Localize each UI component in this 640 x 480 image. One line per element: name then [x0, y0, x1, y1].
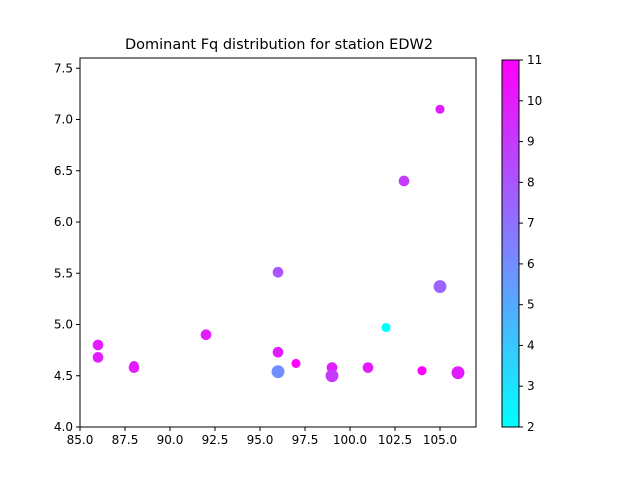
x-tick-label: 102.5 — [378, 433, 412, 447]
colorbar: 2 3 4 5 6 7 8 9 10 11 — [501, 53, 542, 434]
scatter-point — [433, 280, 447, 294]
y-tick-label: 6.5 — [54, 164, 73, 178]
scatter-point — [451, 366, 465, 380]
scatter-point — [291, 358, 301, 369]
colorbar-tick-label: 8 — [527, 175, 535, 189]
scatter-point — [92, 339, 104, 351]
scatter-point — [435, 104, 445, 114]
colorbar-gradient — [501, 59, 520, 428]
scatter-point — [200, 329, 212, 341]
y-tick-label: 6.0 — [54, 215, 73, 229]
scatter-point — [325, 369, 339, 383]
scatter-point — [271, 365, 285, 379]
scatter-point — [362, 362, 374, 373]
x-tick-label: 100.0 — [333, 433, 367, 447]
y-tick-label: 4.5 — [54, 369, 73, 383]
y-tick-label: 7.5 — [54, 61, 73, 75]
x-tick-label: 90.0 — [157, 433, 184, 447]
colorbar-tick-label: 7 — [527, 216, 535, 230]
colorbar-tick-label: 10 — [527, 94, 542, 108]
colorbar-tick-label: 6 — [527, 257, 535, 271]
colorbar-tick-label: 2 — [527, 420, 535, 434]
x-tick-label: 97.5 — [292, 433, 319, 447]
y-tick-label: 4.0 — [54, 420, 73, 434]
y-tick-label: 7.0 — [54, 113, 73, 127]
scatter-point — [272, 346, 284, 358]
scatter-point — [417, 366, 427, 376]
scatter-point — [129, 360, 139, 371]
scatter-point — [381, 323, 391, 333]
x-tick-label: 95.0 — [247, 433, 274, 447]
colorbar-tick-label: 9 — [527, 135, 535, 149]
colorbar-tick-label: 3 — [527, 379, 535, 393]
chart-title: Dominant Fq distribution for station EDW… — [125, 37, 433, 53]
colorbar-tick-label: 5 — [527, 298, 535, 312]
colorbar-tick-label: 4 — [527, 338, 535, 352]
scatter-point — [398, 175, 410, 187]
scatter-point — [272, 266, 284, 278]
colorbar-tick-label: 11 — [527, 53, 542, 67]
y-tick-label: 5.5 — [54, 266, 73, 280]
axes-frame — [79, 57, 477, 428]
x-tick-label: 92.5 — [202, 433, 229, 447]
x-tick-label: 87.5 — [112, 433, 139, 447]
scatter-point — [92, 351, 104, 363]
plot-area: 85.0 87.5 90.0 92.5 95.0 97.5 100.0 102.5 105.0 4… — [54, 57, 477, 447]
x-tick-label: 105.0 — [423, 433, 457, 447]
y-tick-label: 5.0 — [54, 318, 73, 332]
x-tick-label: 85.0 — [67, 433, 94, 447]
